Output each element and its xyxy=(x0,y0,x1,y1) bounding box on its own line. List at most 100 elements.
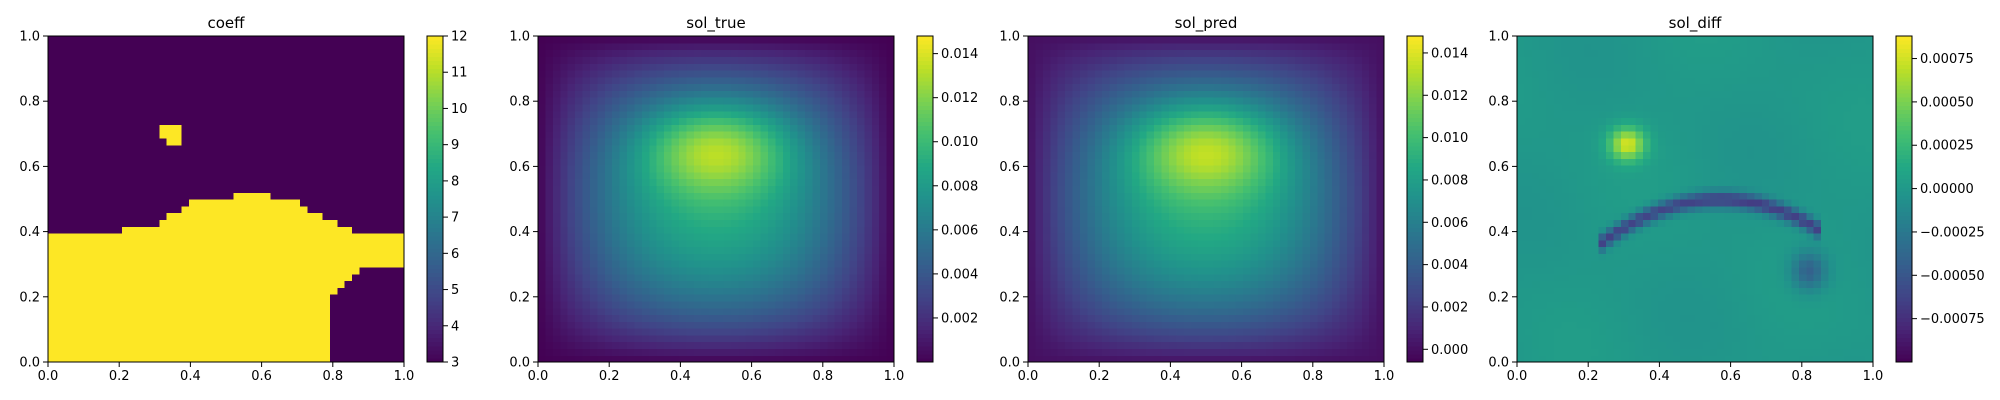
heatmap-cell xyxy=(797,97,806,105)
heatmap-cell xyxy=(582,63,591,71)
heatmap-cell xyxy=(775,76,784,85)
heatmap-cell xyxy=(782,253,791,261)
heatmap-cell xyxy=(144,158,153,166)
heatmap-cell xyxy=(107,42,116,51)
heatmap-cell xyxy=(329,97,338,105)
heatmap-cell xyxy=(55,239,64,248)
heatmap-cell xyxy=(753,219,762,227)
heatmap-cell xyxy=(233,42,242,51)
heatmap-cell xyxy=(48,246,57,254)
heatmap-cell xyxy=(597,131,606,139)
heatmap-cell xyxy=(114,124,123,132)
heatmap-cell xyxy=(226,165,235,173)
heatmap-cell xyxy=(359,165,368,173)
heatmap-cell xyxy=(255,83,264,91)
heatmap-cell xyxy=(842,90,851,98)
heatmap-cell xyxy=(686,56,695,64)
heatmap-cell xyxy=(381,137,390,146)
colorbar-tick-label: 10 xyxy=(451,102,468,117)
heatmap-cell xyxy=(582,83,591,91)
heatmap-cell xyxy=(686,205,695,214)
heatmap-cell xyxy=(166,42,175,51)
heatmap-cell xyxy=(856,260,865,268)
heatmap-cell xyxy=(834,226,843,234)
heatmap-cell xyxy=(285,266,294,275)
heatmap-cell xyxy=(255,49,264,57)
heatmap-cell xyxy=(48,137,57,146)
heatmap-cell xyxy=(263,355,272,363)
heatmap-cell xyxy=(738,103,747,112)
heatmap-cell xyxy=(174,205,183,214)
heatmap-cell xyxy=(233,103,242,112)
heatmap-cell xyxy=(738,117,747,125)
heatmap-cell xyxy=(188,76,197,85)
heatmap-cell xyxy=(240,42,249,51)
heatmap-cell xyxy=(329,83,338,91)
heatmap-cell xyxy=(678,334,687,343)
heatmap-cell xyxy=(129,192,138,200)
heatmap-cell xyxy=(114,103,123,112)
heatmap-cell xyxy=(396,226,405,234)
heatmap-cell xyxy=(277,300,286,309)
heatmap-cell xyxy=(805,300,814,309)
heatmap-cell xyxy=(285,97,294,105)
heatmap-cell xyxy=(337,158,346,166)
heatmap-cell xyxy=(641,90,650,98)
heatmap-cell xyxy=(767,260,776,268)
colorbar-tick-label: 0.014 xyxy=(941,47,978,62)
heatmap-cell xyxy=(693,83,702,91)
heatmap-cell xyxy=(879,253,888,261)
colorbar-segment xyxy=(917,40,933,45)
heatmap-cell xyxy=(366,334,375,343)
heatmap-cell xyxy=(233,178,242,187)
heatmap-cell xyxy=(649,36,658,44)
heatmap-cell xyxy=(701,36,710,44)
heatmap-cell xyxy=(612,165,621,173)
heatmap-cell xyxy=(300,103,309,112)
heatmap-cell xyxy=(188,56,197,64)
heatmap-cell xyxy=(359,124,368,132)
heatmap-cell xyxy=(567,151,576,159)
heatmap-cell xyxy=(782,144,791,153)
heatmap-cell xyxy=(597,212,606,220)
heatmap-cell xyxy=(166,90,175,98)
heatmap-cell xyxy=(582,212,591,220)
heatmap-cell xyxy=(166,97,175,105)
heatmap-cell xyxy=(560,42,569,51)
heatmap-cell xyxy=(723,178,732,187)
heatmap-cell xyxy=(166,178,175,187)
heatmap-cell xyxy=(99,246,108,254)
heatmap-cell xyxy=(575,280,584,288)
heatmap-cell xyxy=(122,76,131,85)
heatmap-cell xyxy=(604,355,613,363)
heatmap-cell xyxy=(582,49,591,57)
heatmap-cell xyxy=(70,110,79,119)
heatmap-cell xyxy=(285,42,294,51)
heatmap-cell xyxy=(701,124,710,132)
heatmap-cell xyxy=(671,205,680,214)
heatmap-cell xyxy=(337,219,346,227)
heatmap-cell xyxy=(575,334,584,343)
heatmap-cell xyxy=(300,69,309,78)
heatmap-cell xyxy=(55,36,64,44)
heatmap-cell xyxy=(62,76,71,85)
heatmap-cell xyxy=(181,307,190,316)
heatmap-cell xyxy=(396,49,405,57)
heatmap-cell xyxy=(226,97,235,105)
colorbar-segment xyxy=(917,219,933,225)
heatmap-cell xyxy=(196,97,205,105)
heatmap-cell xyxy=(886,294,895,302)
heatmap-cell xyxy=(285,49,294,57)
heatmap-cell xyxy=(137,90,146,98)
heatmap-cell xyxy=(834,205,843,214)
heatmap-cell xyxy=(114,300,123,309)
heatmap-cell xyxy=(85,226,94,234)
heatmap-cell xyxy=(285,178,294,187)
heatmap-cell xyxy=(538,192,547,200)
heatmap-cell xyxy=(745,348,754,356)
heatmap-cell xyxy=(48,287,57,295)
heatmap-cell xyxy=(886,69,895,78)
heatmap-cell xyxy=(322,239,331,248)
heatmap-cell xyxy=(782,69,791,78)
heatmap-cell xyxy=(871,348,880,356)
